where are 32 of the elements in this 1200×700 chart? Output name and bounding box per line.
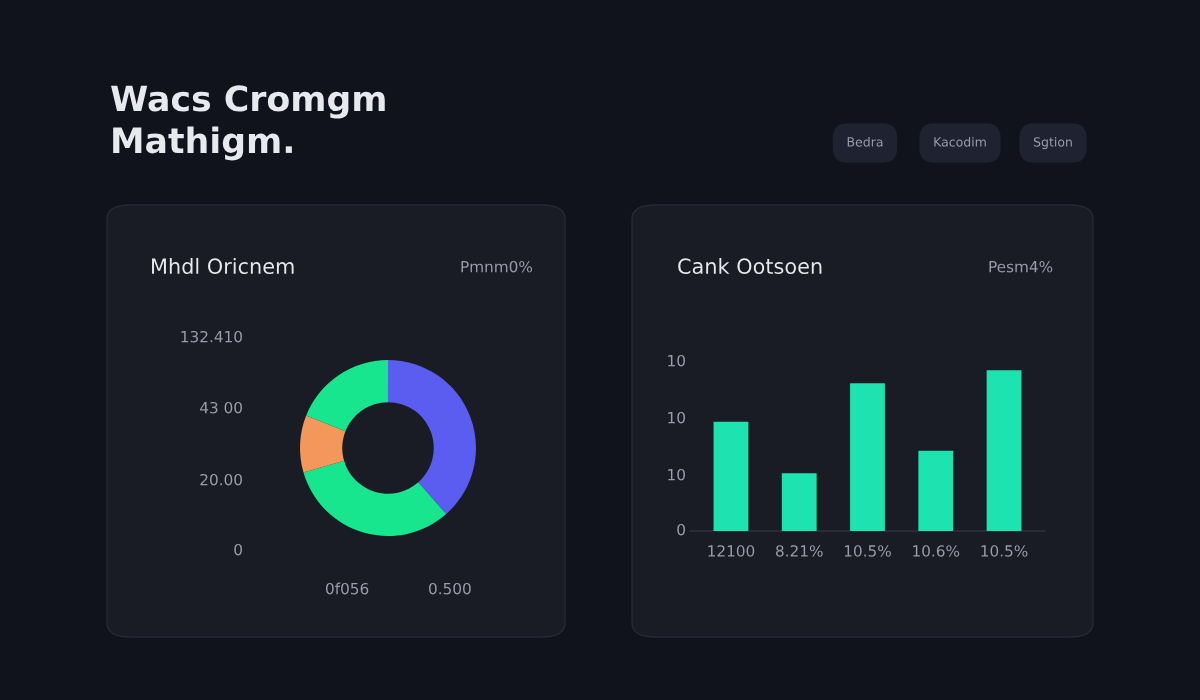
text: Kacodim xyxy=(934,136,986,147)
chart-title: Cank Ootsoen xyxy=(678,257,822,275)
x-tick-label: 12100 xyxy=(708,545,755,557)
donut-slice xyxy=(388,360,476,515)
donut-slice xyxy=(303,460,447,536)
x-tick-label: 10.5% xyxy=(981,545,1028,557)
text: Bedra xyxy=(847,136,883,147)
text: 0f056 xyxy=(326,582,369,595)
text: 0.500 xyxy=(429,582,471,595)
text: 20.00 xyxy=(200,473,242,486)
text: 0 xyxy=(234,543,242,556)
chart-title: Mhdl Oricnem xyxy=(152,257,294,275)
text: Pesm4% xyxy=(989,260,1053,273)
bar xyxy=(713,421,749,531)
text: 43 00 xyxy=(200,401,242,414)
donut-slice xyxy=(300,415,346,473)
x-tick-label: 8.21% xyxy=(776,545,823,557)
bar xyxy=(918,450,954,531)
x-tick-label: 10.5% xyxy=(844,545,891,557)
x-tick-label: 10.6% xyxy=(913,545,960,557)
bar xyxy=(850,383,885,531)
text: 132.410 xyxy=(181,330,242,343)
text: 0 xyxy=(677,523,685,536)
text: Pmnm0% xyxy=(461,260,533,273)
text: 10 xyxy=(668,411,685,424)
donut-slice xyxy=(306,360,388,432)
text: Sgtion xyxy=(1033,136,1072,150)
bar xyxy=(781,473,817,531)
text: 10 xyxy=(668,354,685,367)
text: Wacs Cromgm Mathigm. xyxy=(111,85,385,161)
text: 10 xyxy=(668,468,685,481)
bar xyxy=(986,370,1022,531)
